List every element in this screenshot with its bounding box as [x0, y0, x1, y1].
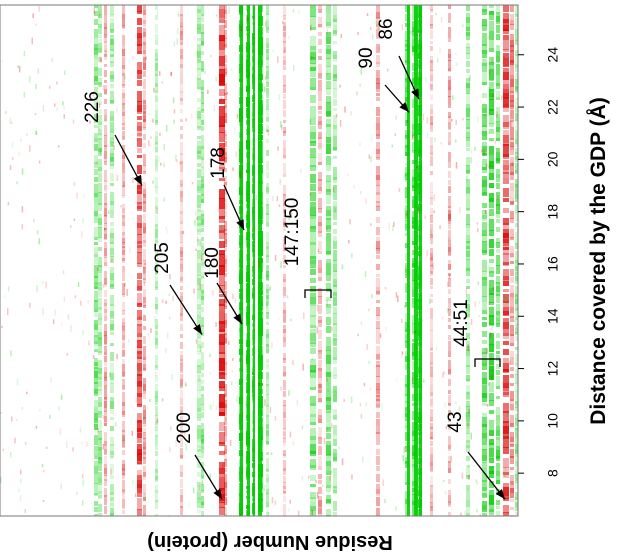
residue-label: 43 — [445, 411, 466, 432]
tick-label: 8 — [545, 469, 561, 477]
range-bracket — [304, 289, 332, 298]
tick-label: 24 — [545, 47, 561, 63]
arrow-head — [233, 313, 242, 325]
arrow-head — [213, 488, 222, 500]
tick-label: 12 — [545, 361, 561, 377]
arrow-head — [133, 174, 142, 186]
tick-label: 20 — [545, 151, 561, 167]
arrow-head — [236, 219, 244, 230]
tick-label: 18 — [545, 204, 561, 220]
arrow-head — [399, 102, 409, 113]
heatmap-bands — [0, 5, 518, 516]
tick-label: 14 — [545, 308, 561, 324]
arrow-head — [193, 323, 202, 335]
annotation-arrow — [467, 451, 506, 500]
residue-label: 178 — [208, 147, 229, 179]
residue-label: 44:51 — [451, 299, 472, 347]
residue-label: 226 — [82, 91, 103, 123]
residue-label: 180 — [202, 247, 223, 279]
tick-label: 16 — [545, 256, 561, 272]
distance-axis: 8 10 12 14 16 18 20 22 24 — [518, 47, 561, 477]
range-brackets — [304, 289, 501, 367]
range-bracket — [474, 358, 501, 367]
arrow-head — [411, 88, 419, 100]
tick-label: 22 — [545, 99, 561, 115]
residue-label: 86 — [376, 18, 397, 39]
residue-label: 90 — [356, 47, 377, 68]
plot-frame — [0, 4, 519, 517]
residue-label: 147:150 — [282, 198, 303, 267]
residue-annotations: 226 178 205 180 200 147:150 90 86 44:51 43 — [82, 18, 506, 500]
residue-label: 200 — [174, 412, 195, 444]
arrow-head — [495, 488, 505, 500]
distance-axis-label: Distance covered by the GDP (Å) — [586, 97, 610, 425]
residue-label: 205 — [152, 242, 173, 274]
tick-label: 10 — [545, 413, 561, 429]
residue-axis-label: Residue Number (protein) — [147, 531, 393, 553]
